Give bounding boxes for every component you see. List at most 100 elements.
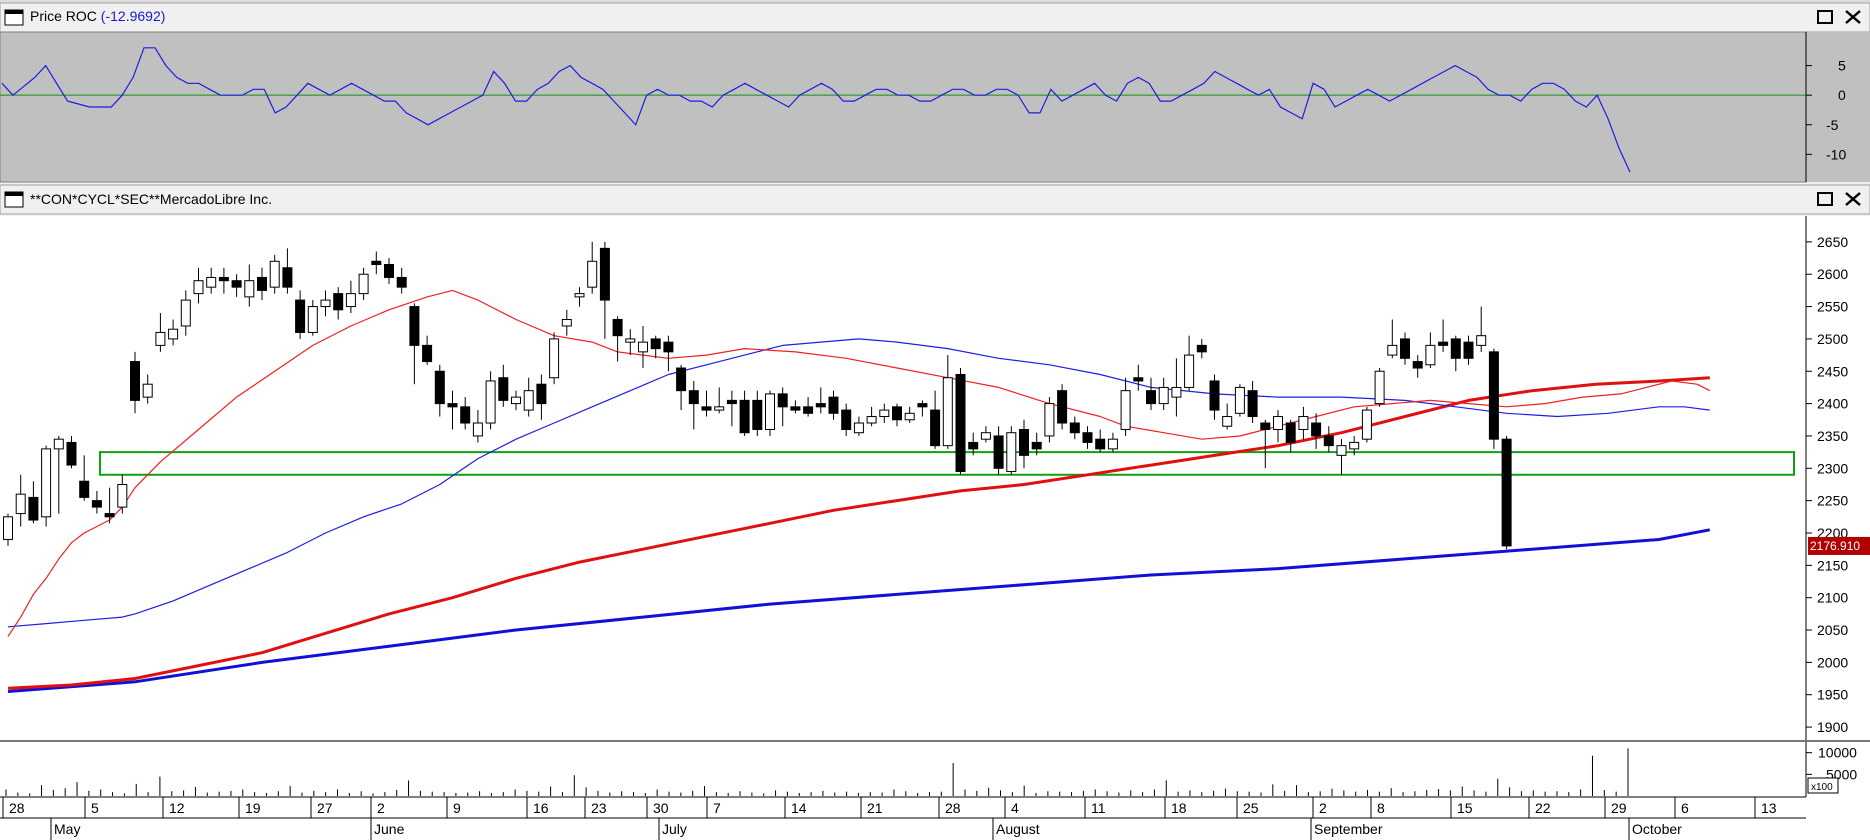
candle-body bbox=[1222, 416, 1233, 427]
candle-body bbox=[866, 416, 877, 424]
candle-body bbox=[218, 276, 229, 282]
candle bbox=[574, 287, 585, 307]
candle bbox=[841, 403, 852, 436]
close-icon[interactable] bbox=[1840, 188, 1866, 210]
moving-average-short-red bbox=[7, 289, 1711, 637]
candle-body bbox=[714, 406, 725, 411]
candle-body bbox=[130, 361, 140, 401]
candle bbox=[1107, 432, 1118, 453]
volume-axis-label: 10000 bbox=[1818, 745, 1857, 761]
candle-body bbox=[1184, 354, 1195, 388]
candle bbox=[1476, 306, 1487, 352]
candle bbox=[498, 364, 509, 407]
candle bbox=[1400, 332, 1410, 365]
candle bbox=[447, 390, 458, 430]
candle bbox=[269, 254, 280, 294]
roc-axis-label: -5 bbox=[1826, 117, 1839, 133]
candle-body bbox=[1438, 341, 1449, 346]
date-label: 16 bbox=[533, 800, 549, 816]
candle-body bbox=[307, 306, 318, 333]
price-axis-label: 2450 bbox=[1817, 363, 1848, 379]
candle-body bbox=[434, 370, 445, 405]
candle bbox=[612, 316, 623, 362]
month-label: October bbox=[1632, 821, 1682, 837]
date-label: 15 bbox=[1457, 800, 1473, 816]
candle-body bbox=[955, 373, 966, 473]
date-label: 28 bbox=[9, 800, 25, 816]
candle-body bbox=[3, 516, 13, 540]
candle-body bbox=[1387, 344, 1398, 356]
candle bbox=[1361, 406, 1372, 443]
month-label: September bbox=[1314, 821, 1383, 837]
candle bbox=[1323, 426, 1334, 453]
candle-body bbox=[1273, 416, 1283, 430]
candle-body bbox=[1095, 438, 1106, 450]
candle-body bbox=[244, 280, 255, 298]
candle bbox=[307, 300, 318, 336]
candle bbox=[1006, 426, 1017, 475]
candle bbox=[625, 329, 636, 356]
candle-body bbox=[1298, 416, 1309, 430]
candle bbox=[79, 455, 90, 501]
candle-body bbox=[1006, 432, 1017, 473]
candle-body bbox=[841, 409, 852, 430]
candle bbox=[1222, 403, 1233, 430]
candle bbox=[714, 387, 725, 414]
candle-body bbox=[91, 500, 102, 508]
date-label: 14 bbox=[791, 800, 807, 816]
support-zone-box bbox=[99, 451, 1795, 476]
candle-body bbox=[561, 319, 572, 327]
price-axis-label: 1900 bbox=[1817, 719, 1848, 735]
date-label: 12 bbox=[169, 800, 185, 816]
maximize-icon[interactable] bbox=[1812, 188, 1838, 210]
roc-panel-titlebar: Price ROC (-12.9692) bbox=[0, 2, 1870, 33]
candle-body bbox=[1463, 341, 1474, 359]
svg-text:Price ROC (-12.9692): Price ROC (-12.9692) bbox=[30, 8, 165, 24]
close-icon[interactable] bbox=[1840, 6, 1866, 28]
candle bbox=[244, 264, 255, 307]
candle bbox=[688, 380, 699, 430]
candle bbox=[1209, 374, 1220, 420]
date-label: 25 bbox=[1243, 800, 1259, 816]
candle-body bbox=[104, 513, 115, 518]
candle-body bbox=[1311, 422, 1322, 437]
candle bbox=[485, 371, 496, 430]
candle bbox=[853, 416, 864, 436]
price-axis-label: 2500 bbox=[1817, 331, 1848, 347]
candle bbox=[1146, 377, 1156, 411]
price-axis-label: 2400 bbox=[1817, 396, 1848, 412]
candle-body bbox=[574, 293, 585, 298]
candle-body bbox=[1031, 441, 1042, 450]
candle bbox=[1196, 338, 1207, 359]
candle-body bbox=[676, 367, 687, 392]
candle bbox=[180, 290, 191, 336]
candle bbox=[676, 364, 687, 411]
candle-body bbox=[1171, 386, 1182, 398]
candle bbox=[1336, 439, 1347, 475]
price-axis-label: 2600 bbox=[1817, 266, 1848, 282]
candle bbox=[1450, 335, 1461, 372]
candle bbox=[1171, 358, 1182, 417]
candle-body bbox=[765, 393, 775, 430]
date-label: 19 bbox=[245, 800, 261, 816]
roc-axis-label: 5 bbox=[1838, 58, 1846, 74]
price-panel-title: **CON*CYCL*SEC**MercadoLibre Inc. bbox=[30, 191, 272, 207]
candle bbox=[1488, 348, 1499, 449]
price-axis-label: 2000 bbox=[1817, 654, 1848, 670]
maximize-icon[interactable] bbox=[1812, 6, 1838, 28]
candle-body bbox=[333, 293, 344, 311]
candle bbox=[41, 445, 52, 527]
candle bbox=[345, 280, 356, 314]
candle-body bbox=[498, 377, 509, 401]
candle bbox=[638, 325, 648, 369]
candle bbox=[168, 319, 179, 346]
candle bbox=[930, 390, 941, 449]
candle-body bbox=[587, 260, 598, 288]
candle bbox=[231, 274, 242, 297]
candle bbox=[1019, 419, 1029, 469]
candle-body bbox=[1412, 361, 1423, 369]
candle bbox=[955, 368, 966, 475]
candle-body bbox=[384, 264, 394, 278]
candle bbox=[28, 481, 39, 524]
